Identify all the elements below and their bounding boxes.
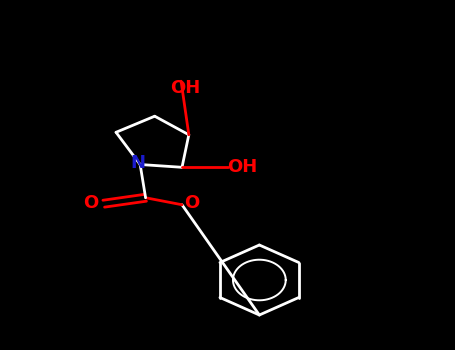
- Text: OH: OH: [171, 79, 201, 97]
- Text: O: O: [83, 194, 99, 212]
- Text: N: N: [131, 154, 145, 172]
- Text: O: O: [184, 194, 200, 212]
- Text: OH: OH: [227, 158, 257, 176]
